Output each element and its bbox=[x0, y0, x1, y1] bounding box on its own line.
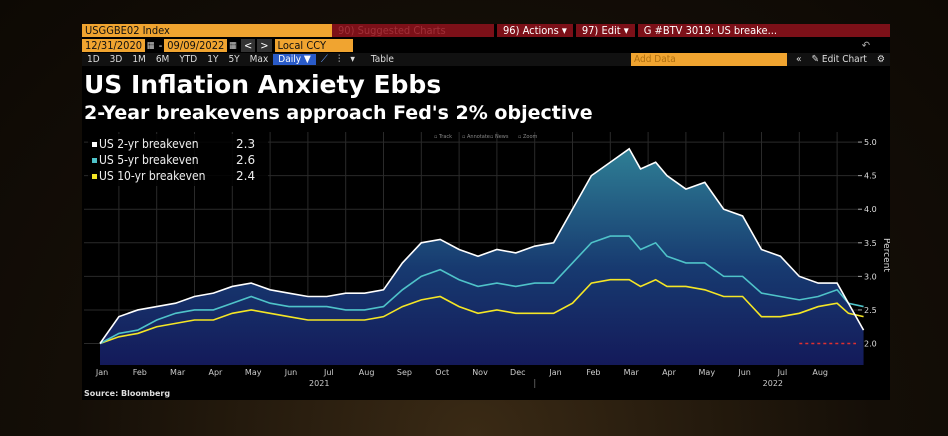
currency-select[interactable]: Local CCY bbox=[274, 39, 353, 52]
legend-box bbox=[88, 134, 268, 186]
chart-area[interactable]: 2.0 2.5 3.0 3.5 4.0 4.5 5.0 Percent Jan Feb Mar Apr… bbox=[82, 128, 890, 388]
x-tick-label: May bbox=[245, 368, 262, 377]
x-tick-label: Apr bbox=[208, 368, 223, 377]
chart-tool-news: ▫ News bbox=[490, 134, 509, 140]
prev-button[interactable]: < bbox=[240, 39, 256, 52]
x-tick-label: Aug bbox=[812, 368, 828, 377]
legend-value: 2.3 bbox=[236, 137, 255, 151]
y-tick-label: 2.5 bbox=[864, 306, 877, 315]
series-line-us-2-yr-breakeven bbox=[99, 147, 865, 344]
area-fill bbox=[100, 148, 864, 365]
gear-icon[interactable]: ⚙ bbox=[876, 54, 885, 65]
range-1d[interactable]: 1D bbox=[87, 54, 100, 65]
y-axis-label: Percent bbox=[881, 238, 890, 272]
y-tick-label: 4.5 bbox=[864, 172, 877, 181]
date-separator: - bbox=[158, 39, 163, 52]
year-label: 2021 bbox=[309, 379, 329, 388]
x-tick-label: May bbox=[699, 368, 716, 377]
x-tick-label: Jun bbox=[737, 368, 751, 377]
chart-tool-annotate: ▫ Annotate bbox=[462, 134, 490, 140]
bloomberg-chart-panel: USGGBE02 Index 90) Suggested Charts 96) … bbox=[82, 24, 890, 400]
range-3d[interactable]: 3D bbox=[109, 54, 123, 65]
x-tick-label: Mar bbox=[624, 368, 640, 377]
y-tick-label: 3.0 bbox=[864, 272, 877, 281]
next-button[interactable]: > bbox=[257, 39, 272, 52]
ticker-field[interactable]: USGGBE02 Index bbox=[82, 24, 332, 37]
dropdown-icon[interactable]: ▾ bbox=[350, 54, 355, 65]
calendar-icon[interactable]: ▦ bbox=[147, 40, 155, 51]
legend-swatch bbox=[92, 142, 97, 147]
suggested-charts-button[interactable]: 90) Suggested Charts bbox=[332, 24, 494, 37]
frequency-select[interactable]: Daily ▼ bbox=[273, 54, 316, 65]
legend-label: US 5-yr breakeven bbox=[99, 153, 199, 167]
range-6m[interactable]: 6M bbox=[155, 54, 170, 65]
y-tick-label: 4.0 bbox=[864, 205, 877, 214]
x-tick-label: Feb bbox=[586, 368, 600, 377]
undo-icon[interactable]: ↶ bbox=[861, 39, 870, 52]
line-chart-icon[interactable]: ⟋ bbox=[320, 54, 328, 65]
x-tick-label: Dec bbox=[510, 368, 525, 377]
series-line-us-10-yr-breakeven bbox=[99, 278, 864, 345]
add-data-input[interactable]: Add Data bbox=[631, 53, 787, 66]
x-tick-label: Jan bbox=[95, 368, 108, 377]
x-tick-label: Jun bbox=[284, 368, 298, 377]
x-tick-label: Oct bbox=[435, 368, 449, 377]
chart-title: US Inflation Anxiety Ebbs bbox=[84, 70, 442, 99]
range-ytd[interactable]: YTD bbox=[179, 54, 198, 65]
x-tick-label: Aug bbox=[359, 368, 375, 377]
legend-value: 2.4 bbox=[236, 169, 255, 183]
range-1y[interactable]: 1Y bbox=[207, 54, 219, 65]
legend-label: US 2-yr breakeven bbox=[99, 137, 199, 151]
x-tick-label: Jul bbox=[777, 368, 788, 377]
edit-chart-button[interactable]: ✎ Edit Chart bbox=[811, 54, 867, 65]
actions-menu[interactable]: 96) Actions ▾ bbox=[497, 24, 573, 37]
collapse-icon[interactable]: « bbox=[796, 54, 802, 65]
series-line-us-5-yr-breakeven bbox=[99, 235, 864, 345]
chart-tool-track: ▫ Track bbox=[434, 134, 452, 140]
edit-menu[interactable]: 97) Edit ▾ bbox=[575, 24, 635, 37]
range-5y[interactable]: 5Y bbox=[228, 54, 240, 65]
x-tick-label: Mar bbox=[170, 368, 186, 377]
story-link[interactable]: G #BTV 3019: US breake... bbox=[637, 24, 890, 37]
calendar-icon[interactable]: ▦ bbox=[229, 40, 237, 51]
chart-tool-zoom: ▫ Zoom bbox=[518, 134, 538, 140]
x-tick-label: Apr bbox=[662, 368, 677, 377]
y-tick-label: 3.5 bbox=[864, 239, 877, 248]
x-tick-label: Feb bbox=[133, 368, 147, 377]
x-tick-label: Jul bbox=[323, 368, 334, 377]
legend-swatch bbox=[92, 174, 97, 179]
chart-subtitle: 2-Year breakevens approach Fed's 2% obje… bbox=[84, 102, 593, 124]
range-1m[interactable]: 1M bbox=[132, 54, 146, 65]
x-tick-label: Sep bbox=[397, 368, 412, 377]
source-note: Source: Bloomberg bbox=[84, 389, 171, 398]
bar-chart-icon[interactable]: ⫶ bbox=[337, 54, 341, 65]
range-max[interactable]: Max bbox=[249, 54, 269, 65]
year-label: 2022 bbox=[763, 379, 783, 388]
x-tick-label: Nov bbox=[472, 368, 488, 377]
legend-value: 2.6 bbox=[236, 153, 255, 167]
y-tick-label: 5.0 bbox=[864, 138, 877, 147]
x-tick-label: Jan bbox=[548, 368, 561, 377]
start-date-input[interactable]: 12/31/2020 bbox=[82, 39, 146, 52]
end-date-input[interactable]: 09/09/2022 bbox=[164, 39, 228, 52]
legend-swatch bbox=[92, 158, 97, 163]
table-button[interactable]: Table bbox=[370, 54, 394, 65]
legend-label: US 10-yr breakeven bbox=[99, 169, 206, 183]
y-tick-label: 2.0 bbox=[864, 340, 877, 349]
